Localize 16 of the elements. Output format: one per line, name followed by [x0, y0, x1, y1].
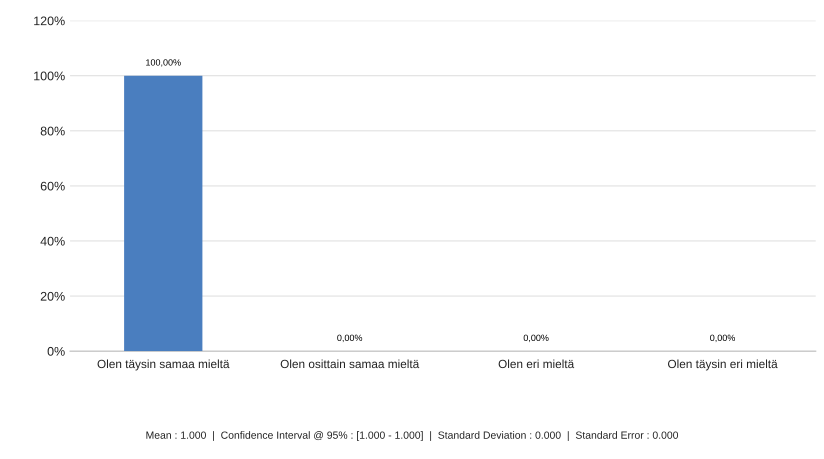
y-tick-label: 60% — [40, 182, 65, 191]
x-tick-label: Olen eri mieltä — [498, 359, 574, 368]
y-tick-label: 120% — [34, 16, 65, 26]
y-tick-label: 20% — [40, 292, 65, 301]
y-tick-label: 80% — [40, 126, 65, 136]
y-tick-label: 40% — [40, 236, 65, 246]
x-tick-label: Olen osittain samaa mieltä — [280, 359, 420, 368]
data-label: 0,00% — [710, 334, 736, 342]
data-label: 100,00% — [146, 59, 181, 67]
y-tick-label: 100% — [34, 72, 65, 80]
data-label: 0,00% — [524, 334, 549, 342]
data-label: 0,00% — [337, 334, 362, 342]
text: Mean : 1.000 | Confidence Interval @ 95% : [1.000 - 1.000] | Standard Deviation : 0.000 | Standard Error : 0.000 — [146, 431, 678, 441]
x-tick-label: Olen täysin samaa mieltä — [98, 359, 230, 370]
y-tick-label: 0% — [48, 346, 65, 356]
x-tick-label: Olen täysin eri mieltä — [668, 359, 778, 370]
